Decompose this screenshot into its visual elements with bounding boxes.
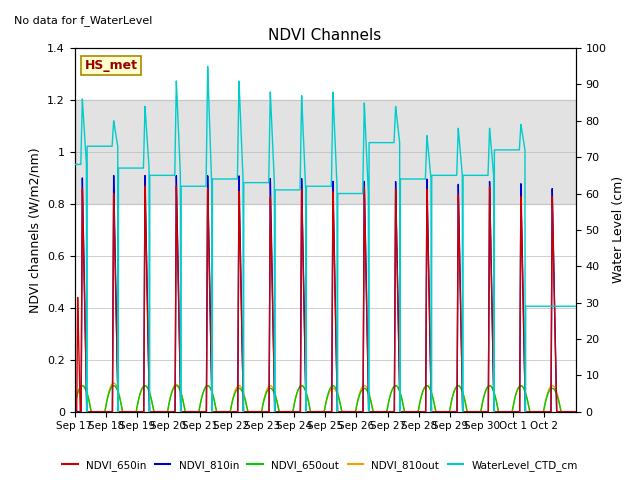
Legend: NDVI_650in, NDVI_810in, NDVI_650out, NDVI_810out, WaterLevel_CTD_cm: NDVI_650in, NDVI_810in, NDVI_650out, NDV… xyxy=(58,456,582,475)
Y-axis label: NDVI channels (W/m2/nm): NDVI channels (W/m2/nm) xyxy=(29,147,42,312)
Y-axis label: Water Level (cm): Water Level (cm) xyxy=(612,176,625,284)
Bar xyxy=(74,100,576,204)
Title: NDVI Channels: NDVI Channels xyxy=(269,28,381,43)
Text: No data for f_WaterLevel: No data for f_WaterLevel xyxy=(14,15,153,26)
Text: HS_met: HS_met xyxy=(84,59,138,72)
